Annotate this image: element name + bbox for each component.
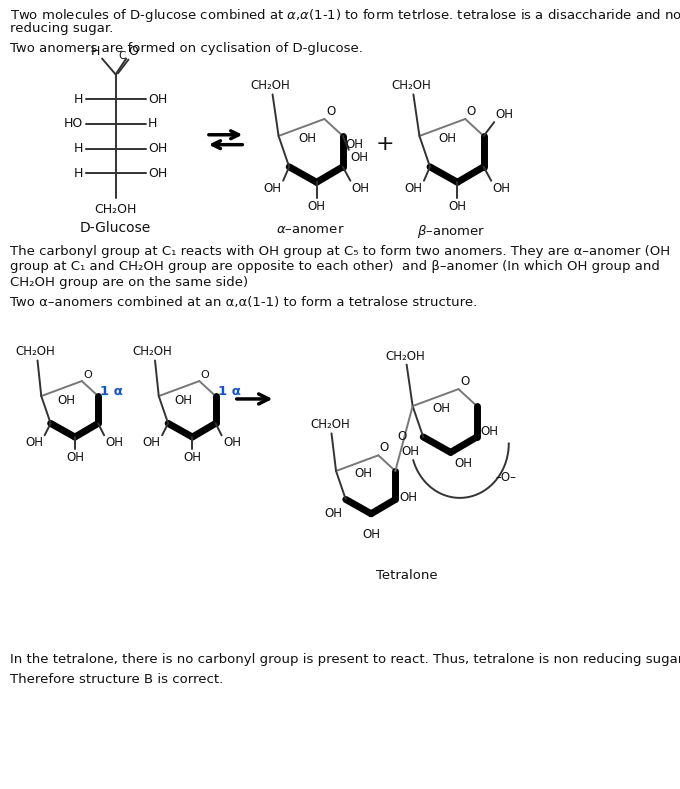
- Text: $\beta$–anomer: $\beta$–anomer: [418, 222, 486, 240]
- Text: OH: OH: [66, 451, 84, 464]
- Text: $\alpha$–anomer: $\alpha$–anomer: [276, 222, 345, 236]
- Text: OH: OH: [184, 451, 201, 464]
- Text: +: +: [376, 133, 394, 154]
- Text: Therefore structure B is correct.: Therefore structure B is correct.: [10, 673, 224, 686]
- Text: OH: OH: [143, 436, 160, 449]
- Text: OH: OH: [352, 181, 370, 195]
- Text: H: H: [148, 118, 157, 130]
- Text: O: O: [460, 375, 469, 388]
- Text: O: O: [398, 430, 407, 443]
- Text: OH: OH: [223, 436, 241, 449]
- Text: O: O: [326, 105, 335, 118]
- Text: –O–: –O–: [495, 471, 516, 484]
- Text: group at C₁ and CH₂OH group are opposite to each other)  and β–anomer (In which : group at C₁ and CH₂OH group are opposite…: [10, 260, 660, 274]
- Text: O: O: [84, 370, 92, 380]
- Text: Two molecules of D-glucose combined at $\alpha$,$\alpha$(1-1) to form tetrlose. : Two molecules of D-glucose combined at $…: [10, 7, 680, 24]
- Text: OH: OH: [350, 151, 369, 164]
- Text: In the tetralone, there is no carbonyl group is present to react. Thus, tetralon: In the tetralone, there is no carbonyl g…: [10, 653, 680, 666]
- Text: CH₂OH group are on the same side): CH₂OH group are on the same side): [10, 276, 248, 290]
- Text: CH₂OH: CH₂OH: [95, 203, 137, 216]
- Text: OH: OH: [105, 436, 124, 449]
- Text: OH: OH: [454, 458, 473, 470]
- Text: O: O: [201, 370, 209, 380]
- Text: O: O: [466, 105, 476, 118]
- Text: OH: OH: [57, 394, 75, 407]
- Text: D-Glucose: D-Glucose: [80, 221, 151, 235]
- Text: OH: OH: [264, 181, 282, 195]
- Text: Two anomers are formed on cyclisation of D-glucose.: Two anomers are formed on cyclisation of…: [10, 42, 363, 54]
- Text: The carbonyl group at C₁ reacts with OH group at C₅ to form two anomers. They ar: The carbonyl group at C₁ reacts with OH …: [10, 245, 670, 257]
- Text: OH: OH: [25, 436, 43, 449]
- Text: OH: OH: [401, 445, 420, 458]
- Text: H: H: [74, 166, 83, 180]
- Text: O: O: [380, 441, 389, 454]
- Text: OH: OH: [345, 138, 363, 151]
- Text: CH₂OH: CH₂OH: [16, 346, 55, 358]
- Text: OH: OH: [354, 466, 373, 480]
- Text: Tetralone: Tetralone: [376, 569, 438, 582]
- Text: reducing sugar.: reducing sugar.: [10, 22, 114, 35]
- Text: CH₂OH: CH₂OH: [391, 80, 431, 92]
- Text: OH: OH: [399, 491, 417, 504]
- Text: OH: OH: [496, 108, 513, 122]
- Text: CH₂OH: CH₂OH: [386, 350, 425, 362]
- Text: Two α–anomers combined at an α,α(1-1) to form a tetralose structure.: Two α–anomers combined at an α,α(1-1) to…: [10, 296, 477, 309]
- Text: OH: OH: [174, 394, 192, 407]
- Text: H: H: [74, 92, 83, 106]
- Text: HO: HO: [64, 118, 83, 130]
- Text: OH: OH: [148, 142, 167, 155]
- Text: OH: OH: [493, 181, 511, 195]
- Text: OH: OH: [148, 92, 167, 106]
- Text: CH₂OH: CH₂OH: [133, 346, 173, 358]
- Text: CH₂OH: CH₂OH: [310, 418, 350, 432]
- Text: OH: OH: [362, 528, 380, 540]
- Text: H: H: [74, 142, 83, 155]
- Text: OH: OH: [148, 166, 167, 180]
- Text: OH: OH: [324, 507, 342, 521]
- Text: 1 α: 1 α: [218, 384, 241, 398]
- Text: OH: OH: [298, 133, 316, 145]
- Text: O: O: [129, 45, 138, 58]
- Text: OH: OH: [405, 181, 422, 195]
- Text: OH: OH: [439, 133, 457, 145]
- Text: OH: OH: [481, 425, 498, 439]
- Text: CH₂OH: CH₂OH: [250, 80, 290, 92]
- Text: C: C: [118, 50, 125, 61]
- Text: 1 α: 1 α: [101, 384, 123, 398]
- Text: OH: OH: [448, 200, 466, 213]
- Text: OH: OH: [432, 402, 450, 415]
- Text: H: H: [91, 45, 101, 58]
- Text: OH: OH: [307, 200, 326, 213]
